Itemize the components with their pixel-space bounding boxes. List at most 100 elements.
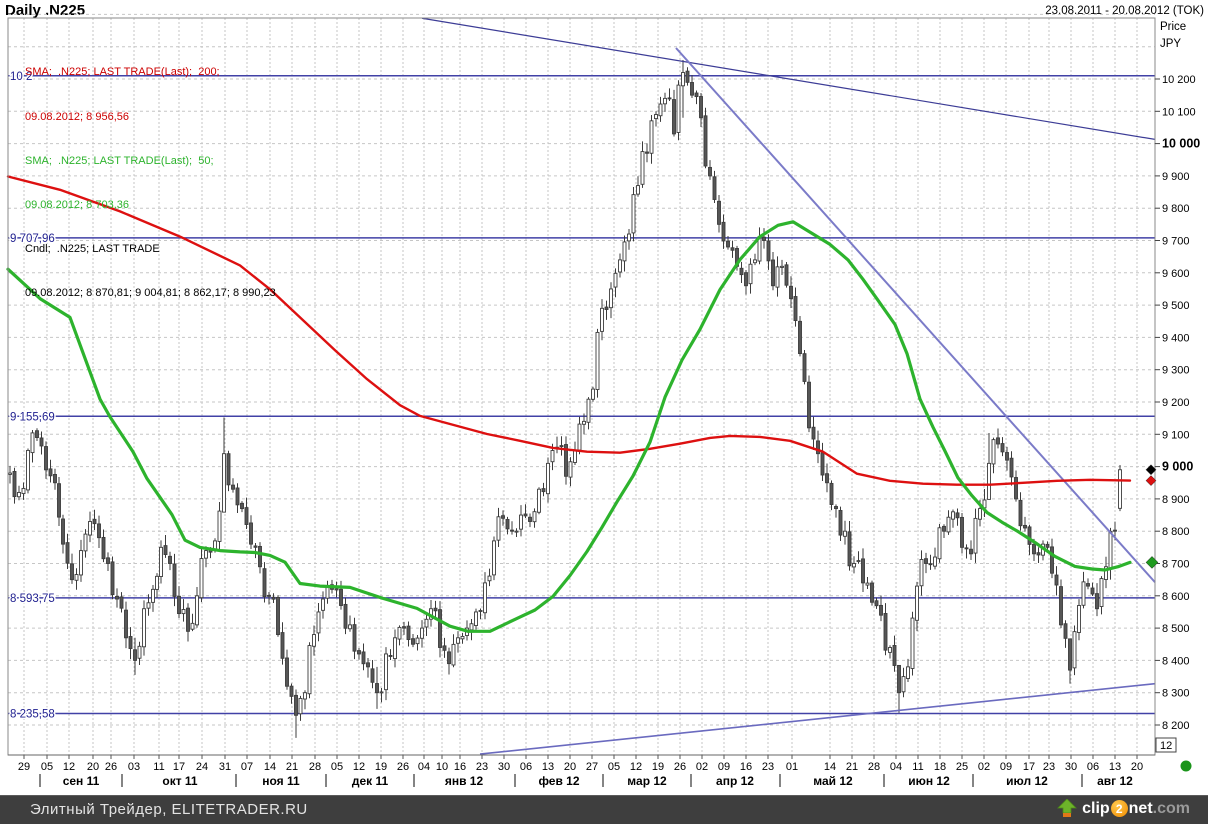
svg-text:13: 13 [542, 761, 554, 773]
svg-text:авг 12: авг 12 [1097, 774, 1133, 788]
indicator-legend: SMA; .N225; LAST TRADE(Last); 200; 09.08… [25, 36, 276, 330]
svg-text:16: 16 [454, 761, 466, 773]
svg-text:8 400: 8 400 [1162, 655, 1190, 667]
svg-text:09: 09 [718, 761, 730, 773]
svg-text:8 200: 8 200 [1162, 720, 1190, 732]
svg-text:8 235,58: 8 235,58 [10, 709, 55, 721]
legend-sma200-value: 09.08.2012; 8 956,56 [25, 110, 129, 123]
svg-text:04: 04 [418, 761, 430, 773]
svg-text:26: 26 [674, 761, 686, 773]
svg-text:28: 28 [868, 761, 880, 773]
price-line-labels: 10 2 9 707,96 9 155,69 8 593,75 8 235,58 [9, 69, 57, 722]
svg-text:9 300: 9 300 [1162, 365, 1190, 377]
svg-text:17: 17 [1023, 761, 1035, 773]
svg-text:05: 05 [41, 761, 53, 773]
axis-extras: 12 [1155, 737, 1192, 772]
svg-text:фев 12: фев 12 [538, 774, 579, 788]
status-bar: Элитный Трейдер, ELITETRADER.RU clip 2 n… [0, 795, 1208, 824]
svg-text:окт 11: окт 11 [162, 774, 198, 788]
svg-text:19: 19 [375, 761, 387, 773]
svg-text:24: 24 [196, 761, 208, 773]
svg-text:02: 02 [978, 761, 990, 773]
svg-text:янв 12: янв 12 [445, 774, 484, 788]
price-axis-header: Price [1160, 21, 1187, 33]
svg-text:31: 31 [219, 761, 231, 773]
svg-text:06: 06 [520, 761, 532, 773]
svg-text:9 100: 9 100 [1162, 429, 1190, 441]
svg-text:26: 26 [105, 761, 117, 773]
svg-text:9 155,69: 9 155,69 [10, 411, 55, 423]
svg-text:10 2: 10 2 [10, 71, 32, 83]
logo-two: 2 [1110, 800, 1128, 817]
svg-text:23: 23 [1043, 761, 1055, 773]
svg-text:июл 12: июл 12 [1006, 774, 1048, 788]
svg-text:05: 05 [608, 761, 620, 773]
svg-text:17: 17 [173, 761, 185, 773]
svg-text:10 100: 10 100 [1162, 106, 1196, 118]
svg-text:10 000: 10 000 [1162, 137, 1200, 151]
svg-text:23: 23 [762, 761, 774, 773]
legend-sma200-name: SMA; .N225; LAST TRADE(Last); 200; [25, 66, 220, 79]
svg-text:14: 14 [264, 761, 276, 773]
svg-text:12: 12 [63, 761, 75, 773]
svg-text:8 593,75: 8 593,75 [10, 593, 55, 605]
svg-text:9 900: 9 900 [1162, 171, 1190, 183]
svg-text:8 700: 8 700 [1162, 559, 1190, 571]
svg-text:10: 10 [436, 761, 448, 773]
svg-text:21: 21 [846, 761, 858, 773]
logo-com: .com [1152, 799, 1190, 817]
svg-text:13: 13 [1109, 761, 1121, 773]
svg-text:01: 01 [786, 761, 798, 773]
svg-text:май 12: май 12 [813, 774, 853, 788]
clip2net-logo[interactable]: clip 2 net .com [1057, 799, 1190, 818]
svg-text:09: 09 [1000, 761, 1012, 773]
svg-text:27: 27 [586, 761, 598, 773]
svg-text:29: 29 [18, 761, 30, 773]
logo-net: net [1128, 799, 1153, 817]
svg-text:12: 12 [353, 761, 365, 773]
svg-text:19: 19 [652, 761, 664, 773]
legend-sma50-value: 09.08.2012; 8 703,36 [25, 198, 129, 211]
svg-text:20: 20 [564, 761, 576, 773]
svg-text:8 300: 8 300 [1162, 688, 1190, 700]
svg-text:21: 21 [286, 761, 298, 773]
status-bar-text: Элитный Трейдер, ELITETRADER.RU [30, 801, 308, 818]
svg-text:03: 03 [128, 761, 140, 773]
svg-text:11: 11 [912, 761, 923, 773]
svg-text:11: 11 [153, 761, 164, 773]
svg-text:9 200: 9 200 [1162, 397, 1190, 409]
svg-text:9 700: 9 700 [1162, 236, 1190, 248]
svg-text:9 400: 9 400 [1162, 332, 1190, 344]
svg-text:10 200: 10 200 [1162, 74, 1196, 86]
legend-candle-name: Cndl; .N225; LAST TRADE [25, 242, 160, 255]
svg-text:26: 26 [397, 761, 409, 773]
legend-candle-ohlc: 09.08.2012; 8 870,81; 9 004,81; 8 862,17… [25, 286, 276, 299]
price-lines [8, 75, 1155, 715]
chart-title: Daily .N225 [5, 2, 86, 19]
currency-axis-header: JPY [1160, 38, 1182, 50]
time-axis: 29 05 12 20 26 03 11 17 24 31 07 14 21 28 05 12 19 26 04 10… [8, 754, 1155, 788]
svg-text:9 600: 9 600 [1162, 268, 1190, 280]
svg-text:8 500: 8 500 [1162, 623, 1190, 635]
svg-text:20: 20 [87, 761, 99, 773]
svg-text:04: 04 [890, 761, 902, 773]
svg-text:ноя 11: ноя 11 [262, 774, 300, 788]
svg-text:18: 18 [934, 761, 946, 773]
svg-text:02: 02 [696, 761, 708, 773]
svg-text:9 500: 9 500 [1162, 300, 1190, 312]
svg-text:06: 06 [1087, 761, 1099, 773]
svg-text:25: 25 [956, 761, 968, 773]
logo-clip: clip [1082, 799, 1110, 817]
chart-area: Daily .N225 23.08.2011 - 20.08.2012 (TOK… [5, 2, 1204, 788]
svg-text:июн 12: июн 12 [908, 774, 950, 788]
svg-text:9 800: 9 800 [1162, 203, 1190, 215]
svg-text:8 800: 8 800 [1162, 526, 1190, 538]
trendlines [421, 17, 1156, 755]
price-markers [1145, 464, 1159, 569]
svg-text:16: 16 [740, 761, 752, 773]
svg-text:14: 14 [824, 761, 836, 773]
grid-horizontal [8, 13, 1155, 726]
sma-50-line [6, 220, 1132, 633]
svg-text:30: 30 [498, 761, 510, 773]
